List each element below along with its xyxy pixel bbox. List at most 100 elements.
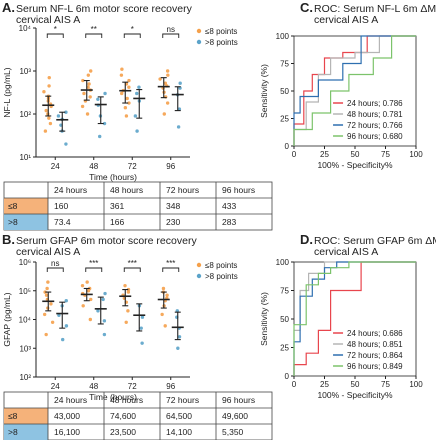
data-point — [80, 104, 85, 109]
data-point — [48, 121, 53, 126]
y-tick-label: 10⁵ — [19, 287, 31, 296]
data-point — [165, 293, 169, 297]
data-point — [139, 326, 143, 330]
data-point — [47, 84, 51, 88]
x-tick-label: 48 — [89, 382, 98, 391]
significance-bracket — [162, 33, 180, 38]
roc-curve — [293, 35, 416, 146]
data-point — [127, 78, 131, 83]
table-row-label: >8 — [8, 217, 18, 227]
chart-B: B. Serum GFAP 6m motor score recoverycerv… — [2, 232, 238, 402]
data-point — [119, 91, 124, 96]
legend-entry: 96 hours; 0.680 — [347, 132, 403, 141]
data-point — [102, 319, 107, 323]
data-point — [126, 287, 131, 292]
data-point — [44, 293, 49, 297]
data-point — [82, 91, 86, 96]
x-tick-label: 0 — [292, 150, 297, 159]
legend-marker — [196, 262, 202, 268]
table-cell: 14,100 — [166, 427, 192, 437]
data-point — [42, 312, 47, 317]
x-tick-label: 48 — [89, 162, 98, 171]
data-point — [64, 324, 69, 328]
significance-bracket — [46, 33, 64, 38]
data-point — [127, 101, 131, 105]
data-point — [43, 129, 48, 133]
summary-tableB: 24 hours 48 hours 72 hours 96 hours ≤8 43,000… — [3, 391, 273, 440]
legend-entry: 24 hours; 0.686 — [347, 329, 403, 338]
x-tick-label: 75 — [381, 380, 390, 389]
table-cell: 5,350 — [222, 427, 244, 437]
table-cell: 74,600 — [110, 411, 136, 421]
legend-entry: 48 hours; 0.781 — [347, 110, 403, 119]
roc-curve — [293, 261, 416, 376]
y-tick-label: 10² — [19, 373, 31, 382]
panel-label: D. — [300, 232, 313, 247]
significance-bracket — [85, 267, 103, 272]
x-tick-label: 50 — [351, 150, 360, 159]
y-tick-label: 0 — [285, 142, 290, 151]
y-tick-label: 100 — [276, 258, 290, 267]
table-row-label: ≤8 — [8, 411, 18, 421]
legend-entry: >8 points — [205, 38, 238, 47]
chart-subtitle: cervical AIS A — [16, 246, 80, 258]
data-point — [46, 280, 50, 284]
significance-label: ns — [167, 25, 175, 34]
legend-entry: 48 hours; 0.851 — [347, 340, 403, 349]
table-header: 24 hours — [54, 185, 87, 195]
x-tick-label: 72 — [128, 162, 137, 171]
y-tick-label: 10⁶ — [19, 258, 31, 267]
chart-title: ROC: Serum GFAP 6m ΔMS — [314, 235, 436, 247]
table-cell: 348 — [166, 201, 180, 211]
table-cell: 49,600 — [222, 411, 248, 421]
legend-entry: >8 points — [205, 272, 238, 281]
data-point — [123, 106, 128, 110]
roc-curve — [293, 35, 416, 146]
data-point — [64, 110, 68, 114]
x-tick-label: 96 — [166, 382, 175, 391]
data-point — [85, 112, 90, 116]
x-tick-label: 25 — [320, 380, 329, 389]
y-tick-label: 75 — [280, 60, 289, 69]
data-point — [87, 82, 91, 86]
table-cell: 166 — [110, 217, 124, 227]
chart-title: Serum NF-L 6m motor score recovery — [16, 3, 193, 15]
table-cell: 361 — [110, 201, 124, 211]
summary-tableA: 24 hours 48 hours 72 hours 96 hours ≤8 160 361… — [3, 181, 273, 231]
chart-A: A. Serum NF-L 6m motor score recoverycerv… — [2, 0, 238, 182]
table-header: 24 hours — [54, 395, 87, 405]
data-point — [176, 346, 180, 350]
chart-title: Serum GFAP 6m motor score recovery — [16, 235, 197, 247]
panel-label: B. — [2, 232, 15, 247]
x-tick-label: 100 — [409, 150, 423, 159]
x-tick-label: 25 — [320, 150, 329, 159]
y-tick-label: 25 — [280, 115, 289, 124]
panel-label: C. — [300, 0, 313, 15]
table-cell: 23,500 — [110, 427, 136, 437]
data-point — [81, 78, 85, 83]
x-axis-label: Time (hours) — [89, 392, 137, 402]
table-row-label: >8 — [8, 427, 18, 437]
data-point — [165, 101, 170, 105]
y-tick-label: 10⁴ — [19, 316, 32, 325]
roc-curve — [293, 261, 416, 376]
table-cell: 433 — [222, 201, 236, 211]
data-point — [126, 309, 130, 313]
y-tick-label: 75 — [280, 287, 289, 296]
significance-bracket — [85, 33, 103, 38]
legend-entry: 72 hours; 0.766 — [347, 121, 403, 130]
table-cell: 230 — [166, 217, 180, 227]
data-point — [88, 95, 92, 99]
y-tick-label: 10³ — [19, 67, 31, 76]
data-point — [176, 125, 181, 129]
data-point — [163, 324, 167, 328]
x-tick-label: 72 — [128, 382, 137, 391]
y-axis-label: NF-L (pg/mL) — [2, 67, 12, 117]
legend-marker — [196, 273, 202, 279]
significance-label: * — [131, 25, 134, 34]
x-tick-label: 75 — [381, 150, 390, 159]
chart-subtitle: cervical AIS A — [314, 246, 378, 258]
row-color-cell — [4, 424, 48, 440]
